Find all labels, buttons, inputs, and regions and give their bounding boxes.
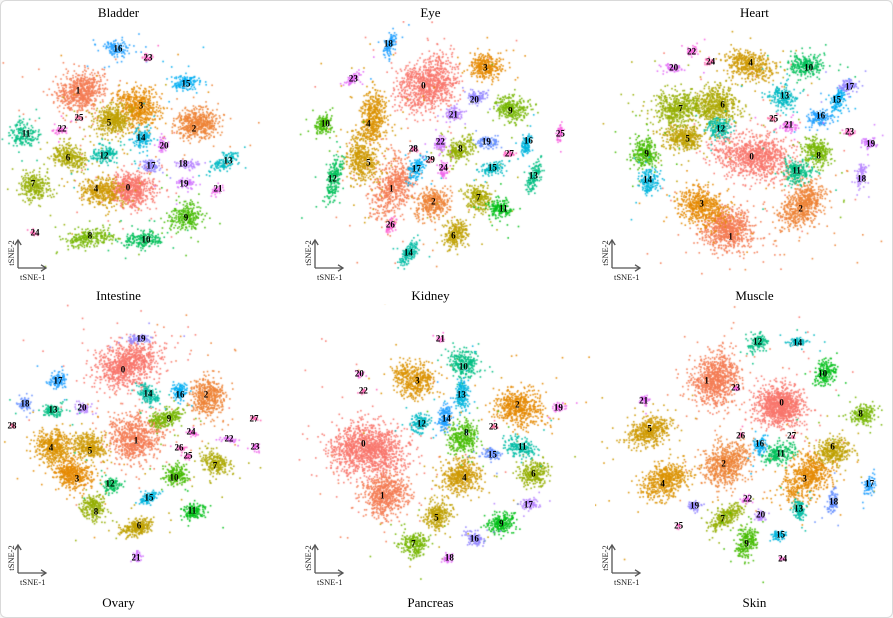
panel-title-kidney: Kidney [411, 288, 450, 303]
axis-arrow-icon [608, 238, 642, 272]
x-axis-label: tSNE-1 [20, 272, 46, 282]
x-axis-label: tSNE-1 [20, 577, 46, 587]
scatter-canvas [1, 21, 298, 284]
x-axis-label: tSNE-1 [613, 577, 640, 587]
axis-arrow-icon [14, 543, 48, 577]
scatter-canvas [297, 304, 595, 589]
tsne-panel-intestine: 0 1 2 3 4 5 6 7 8 9 10 11 12 13 14 15 16 17 18 19 20 21 22 23 24… [1, 304, 298, 589]
axis-arrow-icon [311, 543, 345, 577]
scatter-canvas [1, 304, 298, 589]
axis-arrows: tSNE-2 tSNE-1 [5, 531, 69, 587]
axis-arrows: tSNE-2 tSNE-1 [302, 531, 366, 587]
panel-title-bladder: Bladder [97, 5, 140, 20]
axis-arrow-icon [311, 238, 345, 272]
panel-title-heart: Heart [740, 5, 769, 20]
scatter-canvas [594, 21, 892, 284]
title-row-3: Ovary Pancreas Skin [1, 589, 892, 617]
tsne-panel-eye: 0 1 2 3 4 5 6 7 8 9 10 11 12 13 14 15 16 17 18 19 20 21 22 23 24… [297, 21, 595, 284]
axis-arrow-icon [608, 543, 642, 577]
title-row-2: Intestine Kidney Muscle [1, 284, 892, 304]
tsne-panel-muscle: 0 1 2 3 4 5 6 7 8 9 10 11 12 13 14 15 16 17 18 19 20 21 22 23 24… [594, 304, 892, 589]
title-row-1: Bladder Eye Heart [1, 1, 892, 21]
x-axis-label: tSNE-1 [316, 577, 343, 587]
panel-title-muscle: Muscle [735, 288, 774, 303]
axis-arrows: tSNE-2 tSNE-1 [599, 531, 663, 587]
plot-row-1: 0 1 2 3 4 5 6 7 8 9 10 11 12 13 14 15 16 17 18 19 20 21 22 23 24… [1, 21, 892, 284]
tsne-panel-bladder: 0 1 2 3 4 5 6 7 8 9 10 11 12 13 14 15 16 17 18 19 20 21 22 23 24… [1, 21, 298, 284]
tsne-panel-heart: 0 1 2 3 4 5 6 7 8 9 10 11 12 13 14 15 16 17 18 19 20 21 22 23 24… [594, 21, 892, 284]
axis-arrows: tSNE-2 tSNE-1 [302, 226, 366, 282]
panel-title-intestine: Intestine [96, 288, 141, 303]
x-axis-label: tSNE-1 [316, 272, 343, 282]
x-axis-label: tSNE-1 [613, 272, 640, 282]
scatter-canvas [594, 304, 892, 589]
axis-arrow-icon [14, 238, 48, 272]
axis-arrows: tSNE-2 tSNE-1 [5, 226, 69, 282]
scatter-canvas [297, 21, 595, 284]
panel-title-ovary: Ovary [102, 595, 135, 610]
panel-title-pancreas: Pancreas [407, 595, 454, 610]
tsne-panel-kidney: 0 1 2 3 4 5 6 7 8 9 10 11 12 13 14 15 16 17 18 19 20 21 22 23 t… [297, 304, 595, 589]
panel-title-skin: Skin [742, 595, 767, 610]
plot-row-2: 0 1 2 3 4 5 6 7 8 9 10 11 12 13 14 15 16 17 18 19 20 21 22 23 24… [1, 304, 892, 589]
panel-title-eye: Eye [420, 5, 441, 20]
axis-arrows: tSNE-2 tSNE-1 [599, 226, 663, 282]
